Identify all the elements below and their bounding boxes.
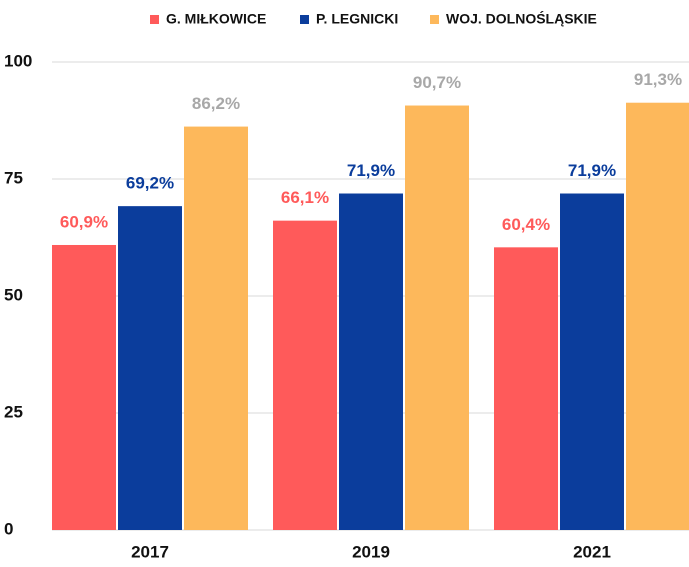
bar bbox=[184, 126, 248, 531]
data-label: 90,7% bbox=[413, 73, 461, 92]
data-label: 91,3% bbox=[634, 70, 682, 89]
legend-swatch bbox=[430, 15, 439, 24]
bar bbox=[626, 102, 689, 530]
legend-label: G. MIŁKOWICE bbox=[166, 11, 266, 27]
bar bbox=[52, 244, 116, 530]
legend-swatch bbox=[300, 15, 309, 24]
x-tick-label: 2017 bbox=[131, 542, 169, 561]
data-label: 71,9% bbox=[568, 161, 616, 180]
bar bbox=[273, 220, 337, 531]
y-tick-label: 75 bbox=[4, 168, 23, 187]
data-label: 86,2% bbox=[192, 94, 240, 113]
legend-label: WOJ. DOLNOŚLĄSKIE bbox=[446, 10, 597, 27]
x-tick-label: 2021 bbox=[573, 542, 611, 561]
x-tick-label: 2019 bbox=[352, 542, 390, 561]
bar bbox=[339, 193, 403, 530]
legend-swatch bbox=[150, 15, 159, 24]
y-tick-label: 100 bbox=[4, 51, 32, 70]
data-label: 69,2% bbox=[126, 174, 174, 193]
bar bbox=[494, 247, 558, 530]
bar bbox=[560, 193, 624, 530]
y-tick-label: 0 bbox=[4, 519, 13, 538]
data-label: 60,4% bbox=[502, 215, 550, 234]
data-label: 60,9% bbox=[60, 212, 108, 231]
y-tick-label: 50 bbox=[4, 285, 23, 304]
data-label: 71,9% bbox=[347, 161, 395, 180]
data-label: 66,1% bbox=[281, 188, 329, 207]
legend-label: P. LEGNICKI bbox=[316, 11, 398, 27]
bar bbox=[118, 206, 182, 531]
bar bbox=[405, 105, 469, 531]
y-tick-label: 25 bbox=[4, 402, 23, 421]
